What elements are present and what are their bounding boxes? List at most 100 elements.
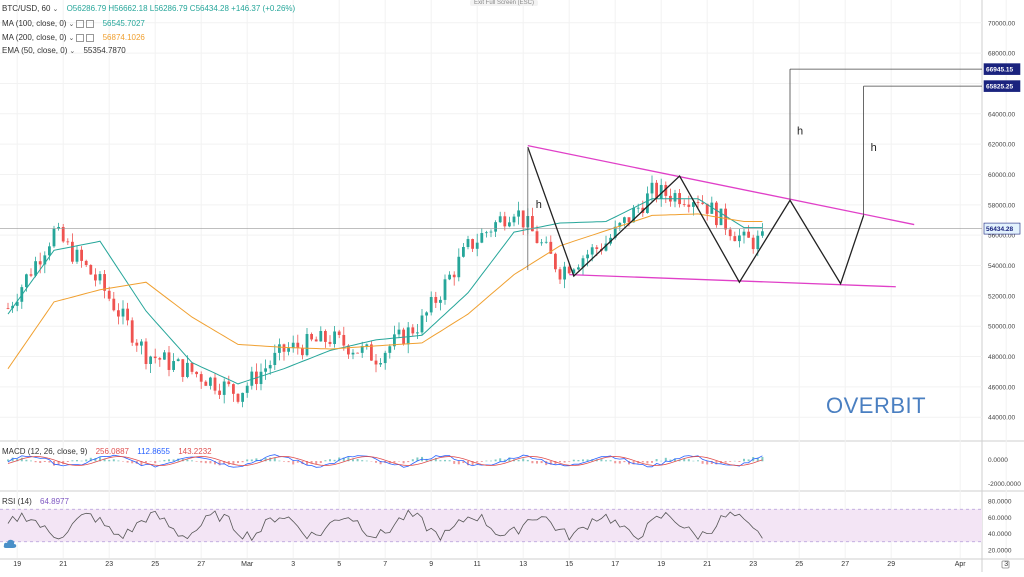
candle-body [388,346,391,353]
height-label: h [871,142,877,154]
macd-bar [610,460,612,461]
price-axis-label: 50000.00 [988,324,1015,331]
macd-bar [646,461,648,464]
candle-body [283,344,286,351]
macd-bar [619,461,621,464]
candle-body [508,222,511,226]
macd-value-1: 256.0887 [96,447,129,456]
candle-body [131,320,134,342]
rsi-legend: RSI (14) 64.8977 [2,497,69,506]
time-axis-label: 25 [151,561,159,568]
plot-background [0,0,982,572]
symbol-label[interactable]: BTC/USD, 60 [2,4,50,13]
eye-icon[interactable] [76,34,84,42]
macd-bar [582,459,584,461]
time-axis-label: 19 [657,561,665,568]
height-label: h [536,199,542,211]
candle-body [135,343,138,346]
macd-bar [702,461,704,464]
cloud-icon[interactable] [3,539,17,549]
chevron-down-icon[interactable]: ⌄ [68,35,74,42]
macd-bar [251,459,253,461]
chevron-down-icon[interactable]: ⌄ [68,21,74,28]
candle-body [89,265,92,274]
candle-body [195,372,198,374]
chevron-down-icon[interactable]: ⌄ [52,6,58,13]
macd-bar [729,461,731,462]
candle-body [278,344,281,353]
price-axis-label: 62000.00 [988,142,1015,149]
macd-bar [531,461,533,463]
candle-body [752,238,755,249]
rsi-axis-label: 80.0000 [988,499,1012,506]
macd-bar [453,461,455,464]
macd-bar [200,461,202,463]
macd-label[interactable]: MACD (12, 26, close, 9) [2,447,87,456]
rsi-axis-label: 40.0000 [988,531,1012,538]
candle-body [214,378,217,391]
eye-icon[interactable] [76,20,84,28]
symbol-legend: BTC/USD, 60⌄ O56286.79 H56662.18 L56286.… [2,4,295,13]
macd-bar [25,460,27,462]
candle-body [513,217,516,223]
candle-body [66,241,69,242]
macd-bar [743,459,745,461]
indicator-legend-ema50: EMA (50, close, 0)⌄ 55354.7870 [2,46,126,55]
macd-bar [485,461,487,462]
macd-bar [600,459,602,461]
settings-icon[interactable] [86,20,94,28]
macd-bar [559,461,561,462]
macd-bar [357,459,359,461]
macd-bar [495,460,497,462]
candle-body [494,222,497,231]
indicator-label[interactable]: MA (100, close, 0) [2,19,66,28]
candle-body [80,250,83,261]
macd-bar [623,461,625,462]
price-axis-label: 44000.00 [988,415,1015,422]
candle-body [697,202,700,203]
candle-body [85,261,88,265]
candle-body [30,274,33,275]
candle-body [191,363,194,372]
candle-body [57,227,60,229]
candle-body [586,255,589,259]
chevron-down-icon[interactable]: ⌄ [69,48,75,55]
indicator-label[interactable]: MA (200, close, 0) [2,33,66,42]
candle-body [71,242,74,262]
macd-bar [320,461,322,463]
candle-body [158,358,161,360]
candle-body [237,394,240,402]
candle-body [563,267,566,280]
candle-body [674,193,677,201]
candle-body [743,232,746,236]
candle-body [683,204,686,205]
candle-body [163,352,166,359]
macd-axis-label: 0.0000 [988,457,1008,464]
time-axis-label: 3 [291,561,295,568]
macd-bar [577,460,579,461]
price-tag-label: 66945.15 [986,67,1013,74]
candle-body [177,359,180,361]
candle-body [39,261,42,264]
exit-fullscreen-button[interactable]: Exit Full Screen (ESC) [470,0,538,6]
macd-bar [444,460,446,461]
indicator-label[interactable]: EMA (50, close, 0) [2,46,67,55]
macd-bar [219,461,221,465]
macd-bar [499,458,501,461]
settings-icon[interactable] [86,34,94,42]
indicator-legend-ma100: MA (100, close, 0)⌄ 56545.7027 [2,19,145,28]
candle-body [416,332,419,333]
candle-body [425,312,428,315]
macd-bar [748,459,750,461]
candle-body [232,384,235,394]
macd-bar [352,459,354,461]
macd-bar [131,461,133,463]
candle-body [227,382,230,385]
rsi-label[interactable]: RSI (14) [2,497,32,506]
macd-bar [490,461,492,462]
time-axis-label: 13 [519,561,527,568]
macd-bar [449,460,451,461]
price-axis-label: 60000.00 [988,172,1015,179]
candle-body [407,327,410,344]
